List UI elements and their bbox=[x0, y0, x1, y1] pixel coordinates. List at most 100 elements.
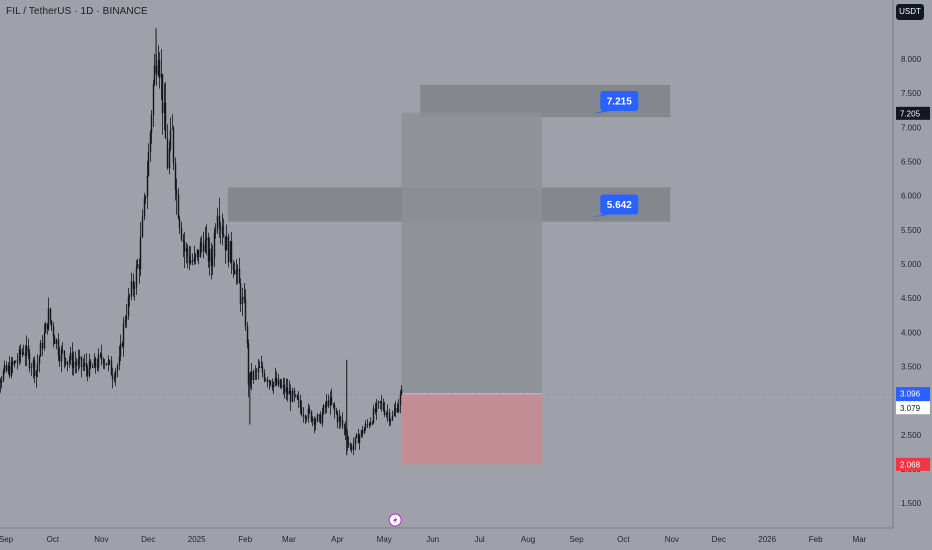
y-tick-label: 8.000 bbox=[901, 55, 922, 64]
candle-body bbox=[168, 148, 171, 169]
candle-body bbox=[258, 366, 261, 368]
target-box-2[interactable] bbox=[401, 112, 543, 395]
candle-body bbox=[319, 414, 322, 424]
candle-body bbox=[57, 339, 60, 356]
candle-body bbox=[274, 377, 277, 383]
candle-body bbox=[399, 394, 402, 405]
candle-body bbox=[275, 377, 278, 385]
candle-body bbox=[219, 226, 222, 228]
candle-body bbox=[283, 384, 286, 393]
candle-body bbox=[100, 354, 103, 360]
candle-body bbox=[189, 260, 192, 264]
candle-body bbox=[75, 363, 78, 366]
candle-body bbox=[252, 371, 255, 381]
candle-body bbox=[69, 352, 72, 361]
candle-body bbox=[139, 236, 142, 270]
candle-body bbox=[43, 333, 46, 349]
candle-body bbox=[61, 349, 64, 352]
candle-body bbox=[241, 296, 244, 305]
x-tick-label: Apr bbox=[331, 535, 344, 544]
x-tick-label: Dec bbox=[712, 535, 726, 544]
candle-body bbox=[379, 401, 382, 403]
candle-body bbox=[335, 410, 338, 414]
candle-body bbox=[124, 319, 127, 324]
stop-box-3[interactable] bbox=[401, 394, 543, 465]
candle-body bbox=[183, 241, 186, 252]
x-tick-label: Feb bbox=[809, 535, 823, 544]
x-tick-label: Jun bbox=[426, 535, 439, 544]
candle-body bbox=[160, 73, 163, 78]
candle-body bbox=[121, 343, 124, 347]
candle-body bbox=[214, 230, 217, 233]
candle-body bbox=[68, 360, 71, 362]
candle-body bbox=[310, 411, 313, 422]
candle-body bbox=[338, 416, 341, 423]
candle-body bbox=[58, 355, 61, 362]
candle-body bbox=[93, 358, 96, 368]
currency-button[interactable]: USDT bbox=[896, 4, 924, 20]
candle-body bbox=[271, 384, 274, 388]
candle-body bbox=[44, 323, 47, 334]
candle-body bbox=[78, 356, 81, 360]
candle-body bbox=[102, 359, 105, 364]
candle-body bbox=[133, 287, 136, 289]
candle-body bbox=[380, 401, 383, 404]
candle-body bbox=[180, 227, 183, 240]
candle-body bbox=[152, 84, 155, 116]
candle-body bbox=[299, 400, 302, 408]
candle-body bbox=[0, 382, 2, 384]
candle-body bbox=[233, 270, 236, 275]
candle-body bbox=[197, 249, 200, 258]
candle-body bbox=[272, 382, 275, 388]
x-tick-label: Dec bbox=[141, 535, 155, 544]
candle-body bbox=[88, 360, 91, 377]
price-tag-label: 3.096 bbox=[900, 390, 921, 399]
candle-body bbox=[41, 342, 44, 349]
candle-body bbox=[22, 352, 25, 354]
candle-body bbox=[382, 403, 385, 410]
candle-body bbox=[350, 446, 353, 450]
candle-body bbox=[146, 176, 149, 197]
price-tag-white[interactable] bbox=[896, 401, 930, 415]
price-tag-dark[interactable] bbox=[896, 106, 930, 120]
candle-body bbox=[147, 151, 150, 177]
candle-body bbox=[227, 236, 230, 263]
candle-body bbox=[218, 215, 221, 227]
candle-body bbox=[24, 353, 27, 357]
candle-body bbox=[255, 371, 258, 372]
symbol-title[interactable]: FIL / TetherUS · 1D · BINANCE bbox=[6, 6, 148, 17]
candle-body bbox=[72, 362, 75, 368]
candle-body bbox=[355, 434, 358, 438]
y-tick-label: 7.000 bbox=[901, 123, 922, 132]
candle-body bbox=[238, 268, 241, 284]
candle-body bbox=[193, 257, 196, 262]
candle-body bbox=[225, 236, 228, 251]
candle-body bbox=[89, 360, 92, 367]
candle-body bbox=[322, 405, 325, 414]
candle-body bbox=[250, 371, 253, 381]
candle-body bbox=[296, 395, 299, 399]
candle-body bbox=[204, 239, 207, 252]
candle-body bbox=[397, 404, 400, 412]
y-tick-label: 7.500 bbox=[901, 89, 922, 98]
x-tick-label: Mar bbox=[282, 535, 296, 544]
candle-body bbox=[113, 378, 116, 380]
candle-body bbox=[182, 239, 185, 242]
candle-body bbox=[289, 390, 292, 402]
candle-body bbox=[222, 233, 225, 237]
zone-callout-0[interactable] bbox=[600, 91, 639, 112]
price-tag-red[interactable] bbox=[896, 457, 930, 471]
candle-body bbox=[264, 379, 267, 381]
candle-body bbox=[136, 264, 139, 268]
zone-callout-label: 7.215 bbox=[607, 97, 632, 108]
x-tick-label: Feb bbox=[238, 535, 252, 544]
candle-body bbox=[16, 360, 19, 363]
candle-body bbox=[0, 380, 3, 383]
zone-callout-1[interactable] bbox=[600, 194, 639, 215]
candle-body bbox=[288, 390, 291, 395]
candle-body bbox=[341, 419, 344, 426]
candle-body bbox=[366, 423, 369, 425]
candle-body bbox=[358, 435, 361, 443]
candle-body bbox=[357, 434, 360, 443]
